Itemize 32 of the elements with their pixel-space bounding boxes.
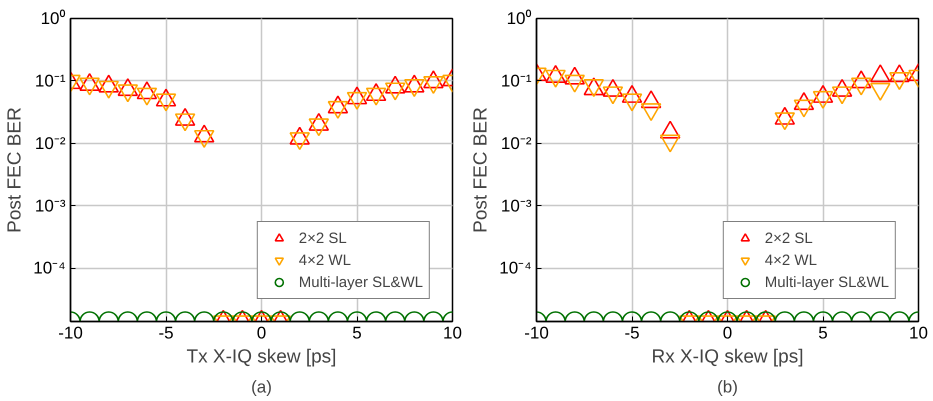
x-tick-label: 10 <box>443 324 462 342</box>
y-tick-label: 10⁻¹ <box>500 71 532 90</box>
y-axis-title: Post FEC BER <box>470 107 492 233</box>
y-tick-label: 10⁰ <box>40 9 66 28</box>
y-tick-label: 10⁻³ <box>500 196 532 216</box>
y-tick-label: 10⁻¹ <box>34 71 66 90</box>
x-tick-label: 5 <box>352 324 362 342</box>
y-tick-label: 10⁰ <box>506 9 532 28</box>
y-tick-label: 10⁻⁴ <box>499 258 532 278</box>
x-tick-label: 0 <box>722 324 732 342</box>
x-tick-label: 10 <box>909 324 928 342</box>
legend-label: 2×2 SL <box>298 228 347 248</box>
text: (a) <box>251 378 272 396</box>
x-tick-label: 0 <box>256 324 266 342</box>
text: (b) <box>717 378 738 396</box>
legend-label: 4×2 WL <box>298 250 351 270</box>
legend-label: 2×2 SL <box>764 228 813 248</box>
x-axis-title: Rx X-IQ skew [ps] <box>651 346 804 368</box>
y-tick-label: 10⁻³ <box>34 196 66 216</box>
legend-label: 4×2 WL <box>764 250 817 270</box>
x-tick-label: -5 <box>158 324 174 342</box>
y-axis-title: Post FEC BER <box>4 107 26 233</box>
x-tick-label: 5 <box>818 324 828 342</box>
x-axis-title: Tx X-IQ skew [ps] <box>186 346 336 368</box>
legend-label: Multi-layer SL&WL <box>298 272 423 292</box>
y-tick-label: 10⁻² <box>500 134 532 153</box>
legend-label: Multi-layer SL&WL <box>764 272 889 292</box>
x-tick-label: -10 <box>524 324 549 342</box>
y-tick-label: 10⁻² <box>34 134 66 153</box>
x-tick-label: -5 <box>624 324 640 342</box>
x-tick-label: -10 <box>58 324 83 342</box>
y-tick-label: 10⁻⁴ <box>33 258 66 278</box>
